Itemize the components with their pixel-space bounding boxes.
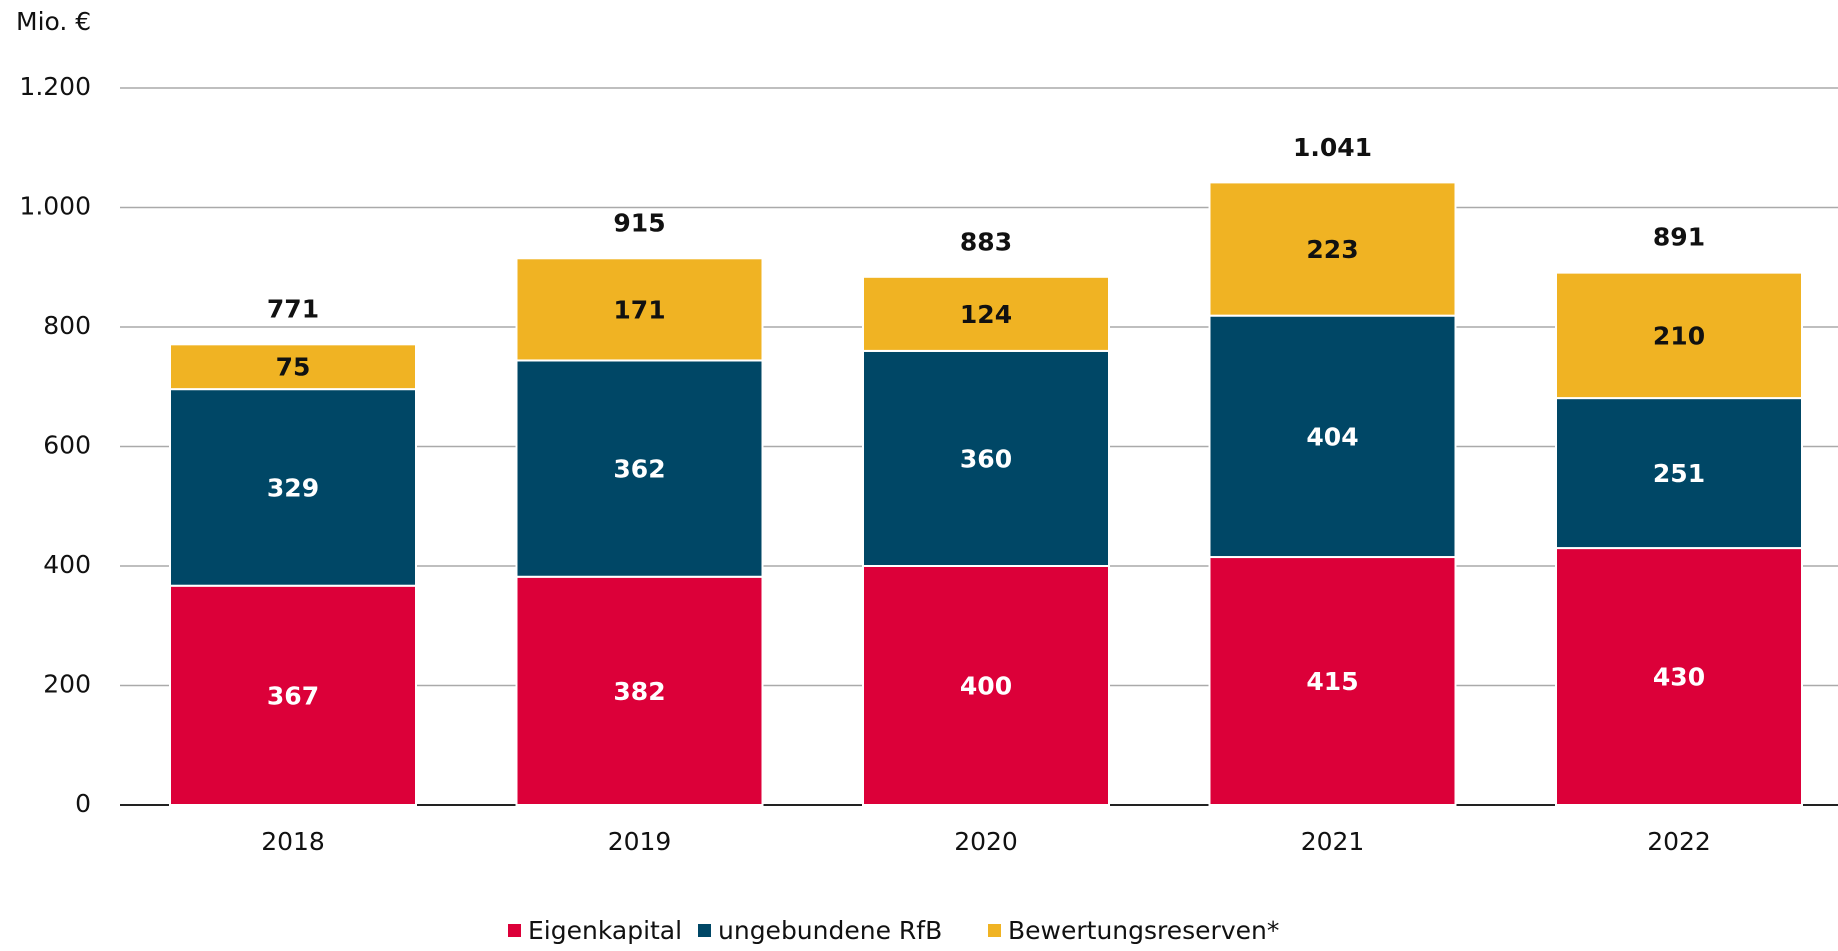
bar-segment [515,257,764,362]
total-label: 771 [267,294,319,323]
data-label: 223 [1306,235,1358,264]
data-label: 124 [960,300,1012,329]
bar-segment [1208,314,1457,559]
x-tick-label: 2022 [1647,827,1711,856]
legend-label: Eigenkapital [528,916,682,945]
bar-segment [1555,271,1803,400]
data-label: 171 [613,295,665,324]
y-tick-label: 1.200 [19,72,91,101]
total-label: 891 [1653,223,1705,252]
total-label: 915 [613,208,665,237]
data-label: 404 [1306,422,1358,451]
x-tick-label: 2018 [261,827,325,856]
x-tick-label: 2021 [1301,827,1365,856]
y-tick-label: 600 [43,431,91,460]
y-axis-label: Mio. € [16,7,91,36]
y-tick-label: 400 [43,550,91,579]
bar-segment [862,275,1110,352]
bar-segment [169,584,417,807]
legend-swatch [508,924,521,937]
data-label: 400 [960,672,1012,701]
bar-segment [1555,397,1803,550]
total-label: 883 [960,227,1012,256]
bar-segment [862,565,1110,806]
y-tick-label: 800 [43,311,91,340]
bar-segment [515,575,764,806]
bar-segment [169,388,417,587]
bar-segment [515,359,764,578]
data-label: 329 [267,473,319,502]
legend-swatch [698,924,711,937]
bar-segment [1208,556,1457,806]
legend-label: ungebundene RfB [718,916,942,945]
x-tick-label: 2019 [608,827,672,856]
x-tick-label: 2020 [954,827,1018,856]
y-tick-label: 1.000 [19,192,91,221]
bar-segment [1555,547,1803,806]
total-label: 1.041 [1293,133,1372,162]
legend-label: Bewertungsreserven* [1008,916,1279,945]
data-label: 75 [276,353,311,382]
data-label: 430 [1653,663,1705,692]
data-label: 367 [267,681,319,710]
y-tick-label: 0 [75,789,91,818]
data-label: 251 [1653,459,1705,488]
legend-swatch [988,924,1001,937]
data-label: 360 [960,444,1012,473]
y-tick-label: 200 [43,670,91,699]
data-label: 210 [1653,321,1705,350]
bar-segment [169,343,417,391]
bar-segment [862,349,1110,567]
data-label: 362 [613,455,665,484]
data-label: 382 [613,677,665,706]
bar-segment [1208,181,1457,317]
data-label: 415 [1306,667,1358,696]
legend: Eigenkapital ungebundene RfB Bewertungsres… [508,916,1279,945]
